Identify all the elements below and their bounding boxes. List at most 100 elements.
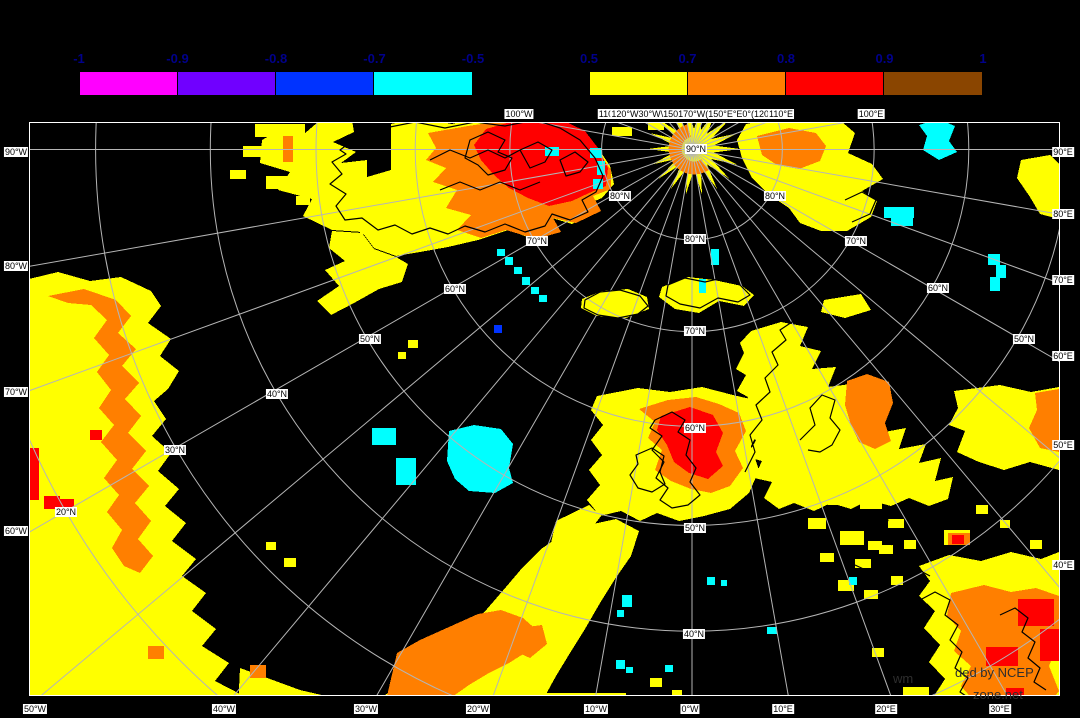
map-cell bbox=[1030, 540, 1042, 549]
coastline-path bbox=[861, 511, 893, 546]
edge-label-right: 60°E bbox=[1052, 351, 1074, 361]
map-cell bbox=[996, 265, 1006, 278]
map-cell bbox=[505, 257, 513, 265]
map-cell bbox=[721, 580, 727, 586]
edge-label-bottom: 40°W bbox=[211, 704, 237, 714]
latitude-label: 90°N bbox=[684, 144, 708, 154]
map-region bbox=[512, 625, 547, 658]
map-cell bbox=[838, 580, 854, 591]
map-cell bbox=[616, 660, 625, 669]
coastline-path bbox=[854, 564, 931, 577]
latitude-label: 60°N bbox=[683, 423, 707, 433]
coastline-path bbox=[519, 141, 553, 169]
coastline-path bbox=[439, 181, 541, 191]
latitude-label: 70°N bbox=[683, 326, 707, 336]
map-region bbox=[317, 231, 408, 315]
map-cell bbox=[672, 690, 682, 696]
edge-label-right: 90°E bbox=[1052, 147, 1074, 157]
map-cell bbox=[888, 519, 904, 528]
map-cell bbox=[828, 492, 854, 505]
map-region bbox=[1029, 389, 1059, 452]
edge-label-bottom: 10°W bbox=[583, 704, 609, 714]
meridian-line bbox=[232, 149, 693, 696]
meridian-line bbox=[691, 149, 892, 696]
map-cell bbox=[650, 678, 662, 687]
coastlines bbox=[329, 122, 1047, 696]
colorbar-negative-segment bbox=[178, 72, 276, 95]
map-cell bbox=[230, 170, 246, 179]
coastline-path bbox=[919, 591, 969, 696]
map-cell bbox=[408, 340, 418, 348]
map-region bbox=[845, 374, 893, 449]
map-region bbox=[1017, 155, 1059, 219]
edge-label-bottom: 20°W bbox=[465, 704, 491, 714]
latitude-label: 70°N bbox=[525, 236, 549, 246]
map-cell bbox=[148, 646, 164, 659]
map-cell bbox=[540, 693, 626, 696]
map-cell bbox=[612, 127, 632, 136]
map-region bbox=[48, 289, 153, 573]
map-cell bbox=[808, 518, 826, 529]
latitude-label: 50°N bbox=[358, 334, 382, 344]
map-cell bbox=[868, 541, 882, 550]
colorbar-positive-tick-label: 0.7 bbox=[678, 51, 697, 66]
edge-label-top: 110°E bbox=[768, 109, 794, 119]
latitude-label: 30°N bbox=[163, 445, 187, 455]
latitude-label: 50°N bbox=[683, 523, 707, 533]
latitude-label: 40°N bbox=[682, 629, 706, 639]
latitude-label: 70°N bbox=[844, 236, 868, 246]
watermark-text: wm bbox=[893, 671, 914, 686]
colorbar-negative-segment bbox=[80, 72, 178, 95]
map-cell bbox=[884, 207, 914, 218]
coastline-path bbox=[583, 289, 649, 319]
coastline-path bbox=[799, 394, 841, 453]
meridian-line bbox=[691, 149, 1060, 215]
meridian-line bbox=[29, 149, 693, 392]
map-cell bbox=[60, 499, 74, 510]
meridian-line bbox=[691, 149, 1060, 363]
latitude-label: 60°N bbox=[443, 284, 467, 294]
edge-label-bottom: 50°W bbox=[22, 704, 48, 714]
map-cell bbox=[903, 687, 929, 696]
coastline-path bbox=[464, 131, 513, 176]
map-cell bbox=[711, 249, 719, 265]
edge-label-bottom: 20°E bbox=[875, 704, 897, 714]
edge-label-left: 60°W bbox=[3, 526, 29, 536]
map-cell bbox=[879, 545, 893, 554]
map-region bbox=[387, 610, 539, 696]
map-cell bbox=[372, 428, 396, 445]
map-cell bbox=[29, 448, 39, 500]
map-cell bbox=[840, 531, 864, 545]
map-cell bbox=[497, 249, 505, 256]
edge-label-right: 50°E bbox=[1052, 440, 1074, 450]
latitude-label: 80°N bbox=[763, 191, 787, 201]
map-cell bbox=[250, 665, 266, 678]
colorbar-negative-tick-label: -0.7 bbox=[363, 51, 386, 66]
map-cell bbox=[990, 277, 1000, 291]
meridian-line bbox=[691, 149, 1009, 696]
meridian-line bbox=[375, 149, 693, 696]
meridian-line bbox=[691, 149, 1060, 459]
colorbar-negative bbox=[79, 71, 473, 96]
map-cell bbox=[296, 196, 310, 205]
meridian-line bbox=[29, 149, 693, 267]
watermark-text: zone.net bbox=[973, 687, 1023, 702]
map-cell bbox=[864, 590, 878, 599]
map-cell bbox=[1048, 572, 1060, 592]
colorbar-negative-segment bbox=[276, 72, 374, 95]
parallel-circle bbox=[95, 122, 1060, 696]
edge-label-left: 90°W bbox=[3, 147, 29, 157]
map-cell bbox=[539, 295, 547, 302]
coastline-path bbox=[844, 191, 877, 223]
map-cell bbox=[699, 279, 706, 293]
map-cell bbox=[1018, 599, 1054, 626]
map-cell bbox=[284, 558, 296, 567]
map-region bbox=[581, 289, 649, 318]
edge-label-right: 40°E bbox=[1052, 560, 1074, 570]
map-cell bbox=[617, 610, 624, 617]
colorbar-negative-tick-label: -1 bbox=[73, 51, 85, 66]
colorbar-negative-tick-label: -0.9 bbox=[166, 51, 189, 66]
map-frame bbox=[29, 122, 1060, 696]
meridian-line bbox=[492, 149, 693, 696]
